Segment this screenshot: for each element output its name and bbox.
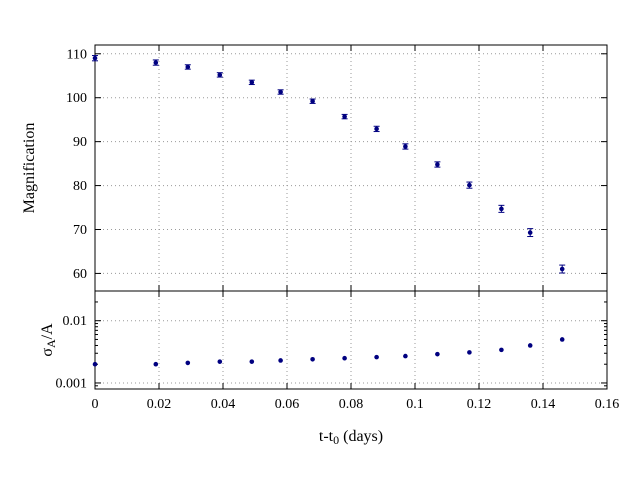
- x-tick-label: 0.08: [339, 397, 364, 412]
- data-point: [559, 337, 565, 342]
- x-tick-label: 0.12: [467, 397, 492, 412]
- data-point: [467, 350, 472, 355]
- data-point: [559, 266, 565, 272]
- data-point: [310, 356, 315, 362]
- data-point: [467, 182, 472, 188]
- svg-text:70: 70: [73, 223, 87, 238]
- data-point: [185, 64, 191, 70]
- x-axis-label: t-t0 (days): [319, 428, 383, 447]
- data-point: [278, 89, 283, 95]
- data-point: [403, 353, 408, 359]
- magnification-panel: [92, 55, 566, 274]
- data-point: [499, 347, 504, 353]
- data-point: [249, 359, 255, 364]
- data-point: [527, 343, 533, 348]
- data-point: [527, 230, 533, 235]
- x-tick-label: 0.16: [595, 397, 620, 412]
- svg-text:90: 90: [73, 135, 87, 150]
- x-tick-label: 0.14: [531, 397, 556, 412]
- data-point: [403, 144, 408, 149]
- svg-text:0.001: 0.001: [56, 376, 88, 391]
- data-point: [92, 55, 98, 61]
- sigma-ratio-panel-ylabel: σA/A: [39, 323, 58, 357]
- data-point: [217, 359, 223, 364]
- x-tick-label: 0.1: [406, 397, 424, 412]
- data-point: [185, 360, 191, 366]
- data-point: [217, 72, 223, 78]
- data-point: [435, 351, 440, 357]
- svg-text:100: 100: [66, 91, 87, 106]
- data-point: [342, 114, 347, 119]
- data-point: [310, 98, 315, 104]
- data-point: [92, 361, 98, 367]
- data-point: [153, 60, 159, 65]
- x-tick-label: 0.06: [275, 397, 300, 412]
- data-point: [342, 355, 347, 361]
- data-point: [435, 162, 440, 167]
- svg-text:0.01: 0.01: [63, 314, 88, 329]
- svg-text:80: 80: [73, 179, 87, 194]
- x-tick-label: 0.02: [147, 397, 172, 412]
- data-point: [374, 354, 379, 360]
- x-tick-label: 0: [92, 397, 99, 412]
- sigma-ratio-panel: [92, 337, 565, 367]
- x-tick-label: 0.04: [211, 397, 236, 412]
- data-point: [374, 126, 379, 132]
- svg-text:110: 110: [67, 47, 87, 62]
- svg-text:60: 60: [73, 267, 87, 282]
- data-point: [499, 206, 504, 212]
- data-point: [278, 358, 283, 363]
- magnification-panel-ylabel: Magnification: [21, 123, 38, 214]
- data-point: [153, 361, 159, 367]
- data-point: [249, 80, 255, 85]
